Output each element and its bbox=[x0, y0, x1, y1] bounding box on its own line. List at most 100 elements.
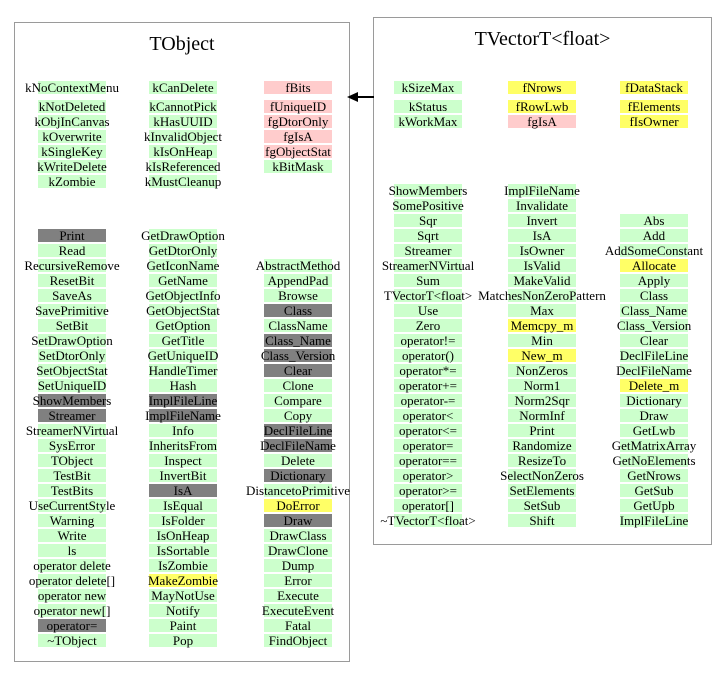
member-cell[interactable]: kOverwrite bbox=[38, 130, 106, 143]
method-cell[interactable]: GetDtorOnly bbox=[148, 243, 218, 258]
member-cell[interactable]: kStatus bbox=[394, 100, 462, 113]
member-cell[interactable]: fElements bbox=[620, 100, 688, 113]
method-cell[interactable]: ImplFileLine bbox=[619, 513, 689, 528]
method-cell[interactable]: Class_Name bbox=[264, 333, 332, 348]
method-cell[interactable]: ~TVectorT<float> bbox=[380, 513, 476, 528]
method-cell[interactable]: MatchesNonZeroPattern bbox=[478, 288, 606, 303]
member-cell[interactable]: kMustCleanup bbox=[144, 174, 222, 189]
member-cell[interactable]: fNrows bbox=[508, 81, 576, 94]
method-cell[interactable]: GetSub bbox=[620, 484, 688, 497]
method-cell[interactable]: ImplFileName bbox=[145, 408, 221, 423]
method-cell[interactable]: Dictionary bbox=[264, 469, 332, 482]
method-cell[interactable]: ClassName bbox=[264, 319, 332, 332]
method-cell[interactable]: Invert bbox=[508, 214, 576, 227]
method-cell[interactable]: Hash bbox=[149, 379, 217, 392]
method-cell[interactable]: Delete bbox=[264, 454, 332, 467]
method-cell[interactable]: Clone bbox=[264, 379, 332, 392]
method-cell[interactable]: Sqrt bbox=[394, 229, 462, 242]
method-cell[interactable]: DeclFileLine bbox=[619, 348, 689, 363]
member-cell[interactable]: fgIsA bbox=[508, 115, 576, 128]
method-cell[interactable]: SelectNonZeros bbox=[500, 468, 584, 483]
method-cell[interactable]: ShowMembers bbox=[388, 183, 468, 198]
method-cell[interactable]: Draw bbox=[264, 514, 332, 527]
method-cell[interactable]: Copy bbox=[264, 409, 332, 422]
method-cell[interactable]: TestBits bbox=[38, 484, 106, 497]
method-cell[interactable]: DistancetoPrimitive bbox=[246, 483, 350, 498]
method-cell[interactable]: operator= bbox=[394, 439, 462, 452]
method-cell[interactable]: ShowMembers bbox=[32, 393, 112, 408]
member-cell[interactable]: kWriteDelete bbox=[37, 159, 107, 174]
method-cell[interactable]: Streamer bbox=[38, 409, 106, 422]
method-cell[interactable]: SetElements bbox=[508, 483, 576, 498]
method-cell[interactable]: ResetBit bbox=[38, 274, 106, 287]
method-cell[interactable]: InheritsFrom bbox=[149, 438, 217, 453]
method-cell[interactable]: SaveAs bbox=[38, 289, 106, 302]
method-cell[interactable]: DrawClone bbox=[264, 544, 332, 557]
method-cell[interactable]: Warning bbox=[38, 514, 106, 527]
member-cell[interactable]: kCanDelete bbox=[149, 81, 217, 94]
method-cell[interactable]: SavePrimitive bbox=[35, 303, 109, 318]
member-cell[interactable]: fgDtorOnly bbox=[264, 115, 332, 128]
method-cell[interactable]: SetDtorOnly bbox=[38, 348, 106, 363]
method-cell[interactable]: IsA bbox=[149, 484, 217, 497]
method-cell[interactable]: SomePositive bbox=[392, 198, 464, 213]
method-cell[interactable]: MayNotUse bbox=[149, 589, 217, 602]
method-cell[interactable]: Clear bbox=[264, 364, 332, 377]
method-cell[interactable]: DrawClass bbox=[264, 529, 332, 542]
method-cell[interactable]: Use bbox=[394, 304, 462, 317]
method-cell[interactable]: Dictionary bbox=[620, 394, 688, 407]
method-cell[interactable]: Invalidate bbox=[508, 199, 576, 212]
member-cell[interactable]: kHasUUID bbox=[149, 115, 217, 128]
method-cell[interactable]: operator<= bbox=[394, 424, 462, 437]
method-cell[interactable]: Print bbox=[38, 229, 106, 242]
method-cell[interactable]: InvertBit bbox=[149, 469, 217, 482]
method-cell[interactable]: DeclFileName bbox=[616, 363, 692, 378]
member-cell[interactable]: kBitMask bbox=[264, 160, 332, 173]
method-cell[interactable]: operator*= bbox=[394, 364, 462, 377]
method-cell[interactable]: Max bbox=[508, 304, 576, 317]
method-cell[interactable]: Pop bbox=[149, 634, 217, 647]
method-cell[interactable]: GetUpb bbox=[620, 499, 688, 512]
member-cell[interactable]: fIsOwner bbox=[620, 115, 688, 128]
member-cell[interactable]: fBits bbox=[264, 81, 332, 94]
method-cell[interactable]: GetLwb bbox=[620, 424, 688, 437]
method-cell[interactable]: Class_Version bbox=[260, 348, 336, 363]
member-cell[interactable]: kSizeMax bbox=[394, 81, 462, 94]
method-cell[interactable]: GetObjectStat bbox=[146, 303, 220, 318]
method-cell[interactable]: operator() bbox=[394, 349, 462, 362]
method-cell[interactable]: NormInf bbox=[508, 409, 576, 422]
method-cell[interactable]: MakeZombie bbox=[147, 573, 219, 588]
method-cell[interactable]: Info bbox=[149, 424, 217, 437]
method-cell[interactable]: operator[] bbox=[394, 499, 462, 512]
method-cell[interactable]: operator= bbox=[38, 619, 106, 632]
method-cell[interactable]: SetSub bbox=[508, 499, 576, 512]
method-cell[interactable]: AddSomeConstant bbox=[604, 243, 704, 258]
method-cell[interactable]: Error bbox=[264, 574, 332, 587]
method-cell[interactable]: TestBit bbox=[38, 469, 106, 482]
method-cell[interactable]: New_m bbox=[508, 349, 576, 362]
method-cell[interactable]: GetIconName bbox=[146, 258, 220, 273]
member-cell[interactable]: fRowLwb bbox=[508, 100, 576, 113]
member-cell[interactable]: kIsReferenced bbox=[145, 159, 221, 174]
member-cell[interactable]: fgObjectStat bbox=[264, 144, 332, 159]
method-cell[interactable]: Apply bbox=[620, 274, 688, 287]
method-cell[interactable]: DeclFileName bbox=[260, 438, 336, 453]
method-cell[interactable]: SetUniqueID bbox=[37, 378, 107, 393]
method-cell[interactable]: GetName bbox=[149, 274, 217, 287]
member-cell[interactable]: kNoContextMenu bbox=[25, 80, 119, 95]
member-cell[interactable]: kIsOnHeap bbox=[149, 145, 217, 158]
method-cell[interactable]: Sum bbox=[394, 274, 462, 287]
method-cell[interactable]: UseCurrentStyle bbox=[28, 498, 116, 513]
method-cell[interactable]: ResizeTo bbox=[508, 454, 576, 467]
method-cell[interactable]: GetOption bbox=[149, 319, 217, 332]
method-cell[interactable]: MakeValid bbox=[508, 274, 576, 287]
method-cell[interactable]: operator>= bbox=[394, 484, 462, 497]
method-cell[interactable]: Memcpy_m bbox=[508, 319, 576, 332]
method-cell[interactable]: DoError bbox=[264, 499, 332, 512]
method-cell[interactable]: RecursiveRemove bbox=[24, 258, 120, 273]
method-cell[interactable]: operator new[] bbox=[33, 603, 111, 618]
method-cell[interactable]: AbstractMethod bbox=[255, 258, 341, 273]
method-cell[interactable]: SetBit bbox=[38, 319, 106, 332]
method-cell[interactable]: Class bbox=[264, 304, 332, 317]
method-cell[interactable]: operator new bbox=[37, 588, 107, 603]
